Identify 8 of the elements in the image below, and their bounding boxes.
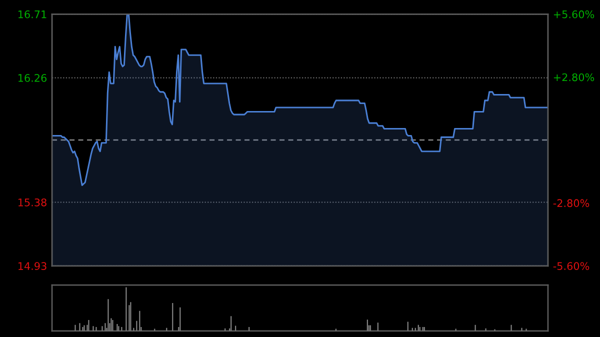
y2-tick-label: +5.60% bbox=[554, 10, 594, 18]
y2-tick-label: +2.80% bbox=[554, 73, 594, 82]
y-tick-label: 14.93 bbox=[18, 262, 46, 270]
y2-tick-label: -2.80% bbox=[553, 199, 590, 208]
y2-tick-label: -5.60% bbox=[553, 262, 590, 270]
y-tick-label: 15.38 bbox=[18, 198, 46, 206]
y-tick-label: 16.26 bbox=[18, 74, 47, 82]
y-tick-label: 16.71 bbox=[18, 10, 46, 18]
